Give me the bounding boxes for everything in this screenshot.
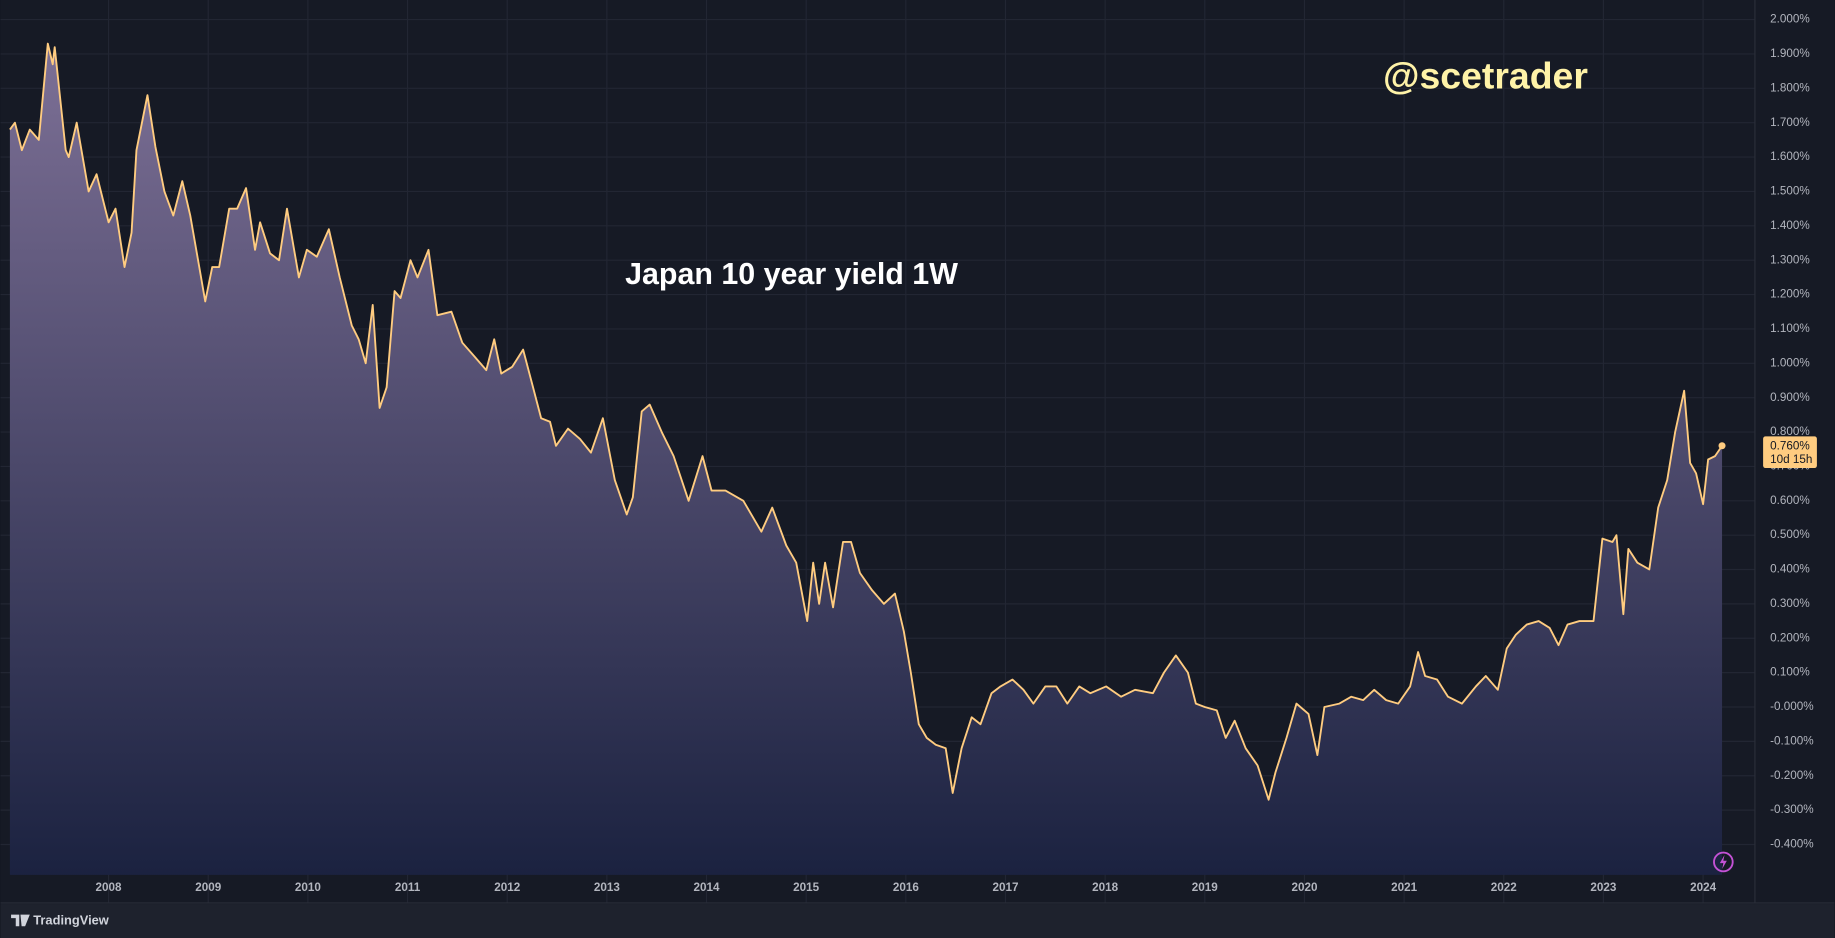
x-tick-label: 2018 [1092, 881, 1119, 894]
y-tick-label: -0.400% [1770, 838, 1814, 851]
price-label: 0.760% [1770, 439, 1810, 452]
axes: -0.400% -0.300% -0.200% -0.100% -0.000% 0.100… [96, 13, 1817, 894]
y-tick-label: 1.600% [1770, 150, 1810, 163]
y-tick-label: 0.300% [1770, 597, 1810, 610]
x-tick-label: 2023 [1590, 881, 1617, 894]
x-tick-label: 2024 [1690, 881, 1717, 894]
y-tick-label: 1.200% [1770, 288, 1810, 301]
y-tick-label: -0.100% [1770, 734, 1814, 747]
y-tick-label: 1.700% [1770, 116, 1810, 129]
alert-icon [1713, 851, 1734, 873]
alert-bolt [1719, 854, 1727, 869]
y-tick-label: 0.900% [1770, 391, 1810, 404]
x-tick-label: 2009 [195, 881, 222, 894]
y-tick-label: 1.900% [1770, 47, 1810, 60]
x-tick-label: 2015 [793, 881, 820, 894]
y-tick-label: 0.500% [1770, 528, 1810, 541]
alert-circle [1713, 851, 1734, 873]
countdown-label: 10d 15h [1770, 453, 1812, 466]
y-tick-label: 1.000% [1770, 356, 1810, 369]
y-tick-label: 1.300% [1770, 253, 1810, 266]
x-tick-label: 2019 [1192, 881, 1219, 894]
y-tick-label: 0.800% [1770, 425, 1810, 438]
area-fill [9, 43, 1723, 875]
x-tick-label: 2016 [893, 881, 920, 894]
x-tick-label: 2012 [494, 881, 521, 894]
chart-title: Japan 10 year yield 1W [625, 257, 958, 291]
x-tick-label: 2011 [395, 881, 421, 894]
footer-brand: TradingView [33, 912, 110, 927]
footer-logo [11, 914, 30, 927]
y-tick-label: 1.500% [1770, 185, 1810, 198]
x-tick-label: 2014 [694, 881, 721, 894]
x-tick-label: 2022 [1491, 881, 1518, 894]
y-tick-label: 0.100% [1770, 666, 1810, 679]
price-label-box [1763, 436, 1817, 469]
x-tick-label: 2017 [992, 881, 1018, 894]
y-tick-label: 1.400% [1770, 219, 1810, 232]
y-tick-label: -0.300% [1770, 803, 1814, 816]
footer-bar [0, 904, 1835, 938]
logo-icon [11, 914, 30, 927]
watermark: @scetrader [1383, 54, 1588, 96]
x-tick-label: 2008 [96, 881, 123, 894]
x-tick-label: 2020 [1291, 881, 1318, 894]
yield-line [9, 42, 1723, 801]
last-point [1718, 442, 1726, 450]
y-tick-label: 2.000% [1770, 13, 1810, 26]
plot [9, 42, 1726, 875]
x-tick-label: 2013 [594, 881, 621, 894]
y-tick-label: -0.000% [1770, 700, 1814, 713]
y-tick-label: 1.800% [1770, 81, 1810, 94]
y-tick-label: 0.400% [1770, 563, 1810, 576]
y-tick-label: 1.100% [1770, 322, 1810, 335]
x-tick-label: 2010 [295, 881, 322, 894]
y-tick-label: 0.200% [1770, 631, 1810, 644]
x-tick-label: 2021 [1391, 881, 1418, 894]
y-tick-label: -0.200% [1770, 769, 1814, 782]
y-tick-label: 0.600% [1770, 494, 1810, 507]
